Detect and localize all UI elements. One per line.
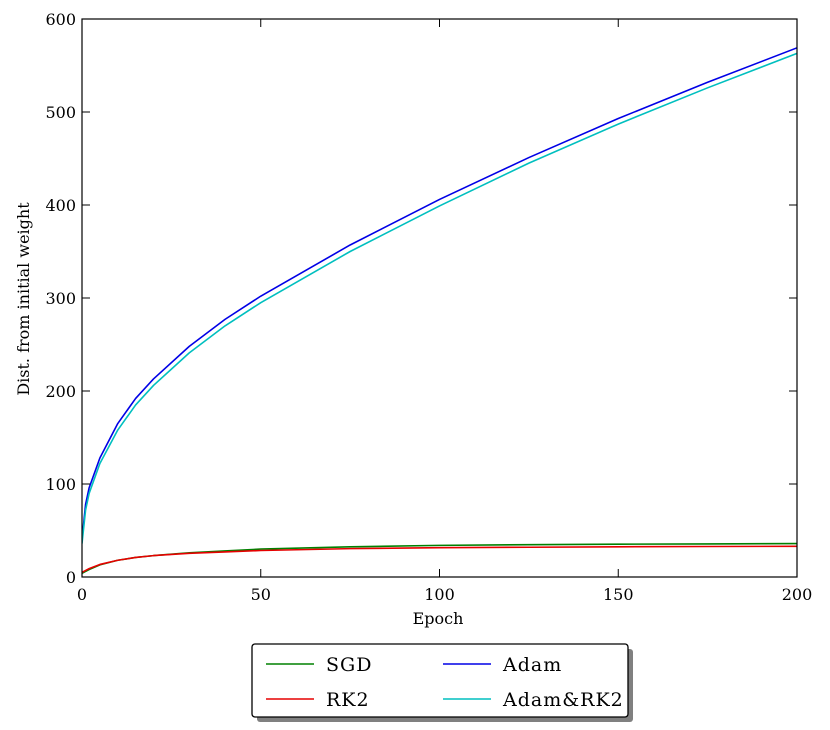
y-tick-label: 300: [45, 289, 76, 308]
y-tick-label: 500: [45, 103, 76, 122]
y-tick-label: 600: [45, 10, 76, 29]
plot-area: [81, 18, 798, 578]
legend-label-adam-rk2: Adam&RK2: [502, 689, 624, 711]
x-axis-title: Epoch: [413, 609, 464, 628]
y-tick-label: 0: [66, 568, 76, 587]
y-tick-label: 200: [45, 382, 76, 401]
y-tick-label: 400: [45, 196, 76, 215]
series-line-adam-rk2: [82, 52, 797, 544]
x-tick-label: 150: [603, 585, 634, 604]
y-axis-title: Dist. from initial weight: [14, 202, 33, 396]
legend-label-sgd: SGD: [326, 654, 372, 676]
axis-ticks: 0 50 100 150 200 0 100 200 300 400 500 600: [45, 10, 812, 604]
x-tick-label: 200: [782, 585, 813, 604]
series-line-adam: [82, 47, 797, 540]
series-line-rk2: [82, 545, 797, 574]
x-tick-label: 100: [424, 585, 455, 604]
legend-label-rk2: RK2: [326, 689, 370, 711]
x-tick-label: 0: [77, 585, 87, 604]
legend-box: [251, 643, 629, 718]
legend-label-adam: Adam: [502, 654, 562, 676]
y-tick-label: 100: [45, 475, 76, 494]
legend: SGD RK2 Adam Adam&RK2: [251, 643, 633, 722]
x-tick-label: 50: [251, 585, 271, 604]
plot-frame: [81, 18, 798, 578]
